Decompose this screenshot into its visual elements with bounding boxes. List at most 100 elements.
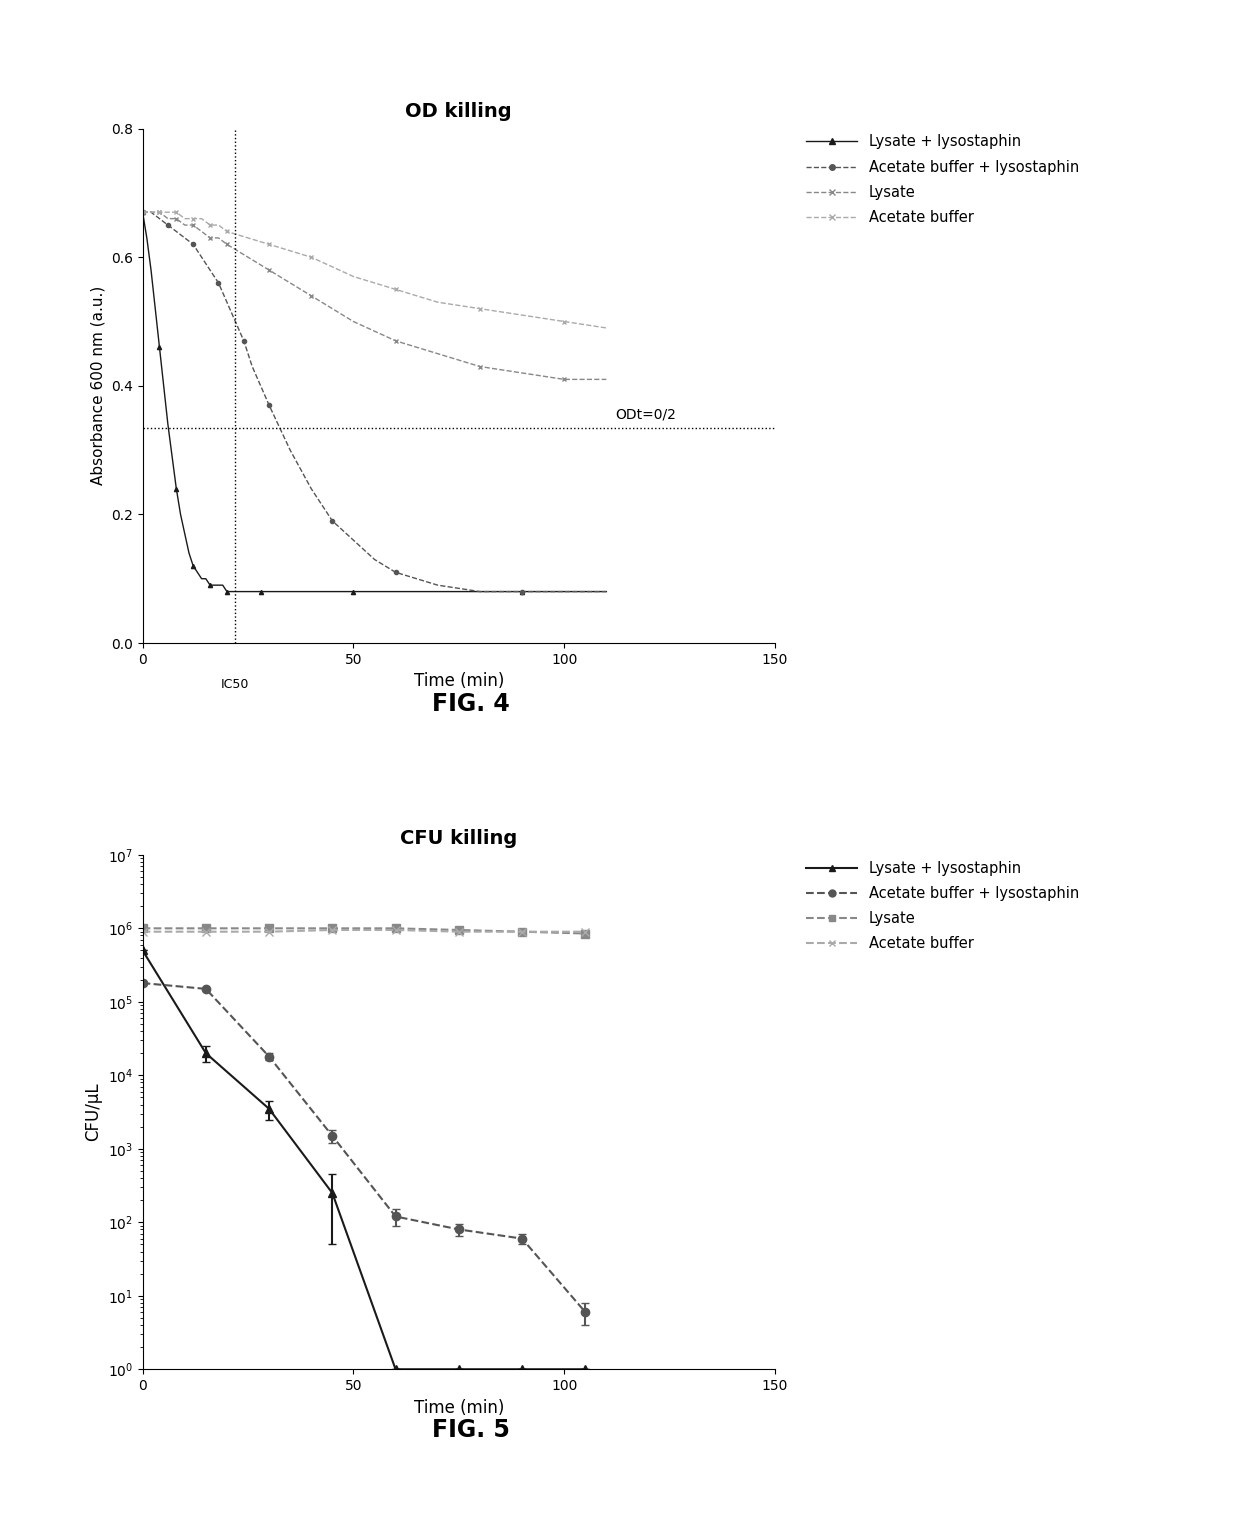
- Acetate buffer + lysostaphin: [346, 531, 361, 549]
- Lysate + lysostaphin: [237, 583, 252, 601]
- Acetate buffer + lysostaphin: [388, 563, 403, 581]
- Lysate + lysostaphin: [198, 570, 213, 589]
- Acetate buffer: [599, 319, 614, 337]
- Lysate + lysostaphin: [304, 583, 319, 601]
- Line: Acetate buffer + lysostaphin: Acetate buffer + lysostaphin: [140, 210, 609, 593]
- Legend: Lysate + lysostaphin, Acetate buffer + lysostaphin, Lysate, Acetate buffer: Lysate + lysostaphin, Acetate buffer + l…: [800, 129, 1085, 231]
- Lysate + lysostaphin: [165, 448, 180, 466]
- Acetate buffer: [135, 203, 150, 221]
- Lysate + lysostaphin: [472, 583, 487, 601]
- Acetate buffer: [451, 923, 466, 941]
- Line: Lysate + lysostaphin: Lysate + lysostaphin: [140, 210, 609, 593]
- Line: Acetate buffer: Acetate buffer: [140, 210, 609, 330]
- Lysate: [135, 920, 150, 938]
- Lysate: [160, 210, 175, 228]
- Acetate buffer: [144, 203, 159, 221]
- Acetate buffer: [346, 268, 361, 286]
- Acetate buffer + lysostaphin: [237, 331, 252, 350]
- Lysate + lysostaphin: [177, 525, 192, 543]
- Lysate + lysostaphin: [181, 545, 196, 563]
- Acetate buffer + lysostaphin: [169, 222, 184, 241]
- Acetate buffer: [202, 216, 217, 235]
- Lysate: [430, 345, 445, 363]
- Lysate: [388, 331, 403, 350]
- Lysate: [135, 203, 150, 221]
- Lysate + lysostaphin: [228, 583, 243, 601]
- Acetate buffer + lysostaphin: [253, 377, 268, 395]
- Acetate buffer: [195, 210, 210, 228]
- Lysate + lysostaphin: [190, 563, 205, 581]
- Acetate buffer: [262, 923, 277, 941]
- Lysate + lysostaphin: [253, 583, 268, 601]
- Text: FIG. 5: FIG. 5: [433, 1418, 510, 1442]
- Y-axis label: Absorbance 600 nm (a.u.): Absorbance 600 nm (a.u.): [91, 286, 105, 486]
- Lysate: [388, 920, 403, 938]
- Lysate + lysostaphin: [202, 576, 217, 595]
- Acetate buffer: [241, 228, 255, 247]
- Acetate buffer + lysostaphin: [472, 583, 487, 601]
- Lysate + lysostaphin: [148, 300, 162, 318]
- Acetate buffer + lysostaphin: [599, 583, 614, 601]
- Text: ODt=0/2: ODt=0/2: [615, 407, 676, 421]
- Lysate: [186, 216, 201, 235]
- X-axis label: Time (min): Time (min): [414, 672, 503, 690]
- Lysate: [202, 228, 217, 247]
- Lysate: [325, 920, 340, 938]
- Lysate + lysostaphin: [135, 203, 150, 221]
- Line: Acetate buffer: Acetate buffer: [139, 926, 589, 937]
- Lysate + lysostaphin: [153, 339, 167, 357]
- Lysate + lysostaphin: [346, 583, 361, 601]
- Lysate: [346, 313, 361, 331]
- Lysate + lysostaphin: [207, 576, 222, 595]
- Lysate + lysostaphin: [283, 583, 298, 601]
- Acetate buffer + lysostaphin: [219, 294, 234, 312]
- Acetate buffer: [515, 306, 529, 324]
- Acetate buffer: [211, 216, 226, 235]
- Lysate + lysostaphin: [219, 583, 234, 601]
- Acetate buffer + lysostaphin: [325, 511, 340, 530]
- Lysate: [262, 920, 277, 938]
- Lysate: [262, 262, 277, 280]
- Title: OD killing: OD killing: [405, 103, 512, 121]
- Acetate buffer + lysostaphin: [160, 216, 175, 235]
- Acetate buffer: [177, 210, 192, 228]
- Acetate buffer + lysostaphin: [244, 357, 259, 375]
- Acetate buffer + lysostaphin: [367, 551, 382, 569]
- Lysate: [515, 923, 529, 941]
- Lysate + lysostaphin: [169, 480, 184, 498]
- Acetate buffer: [557, 313, 572, 331]
- Lysate + lysostaphin: [244, 583, 259, 601]
- Lysate: [153, 203, 167, 221]
- Lysate: [144, 203, 159, 221]
- Acetate buffer: [515, 923, 529, 941]
- Text: FIG. 4: FIG. 4: [433, 691, 510, 716]
- Lysate + lysostaphin: [139, 228, 154, 247]
- Acetate buffer + lysostaphin: [153, 210, 167, 228]
- Lysate: [557, 371, 572, 389]
- Acetate buffer + lysostaphin: [304, 480, 319, 498]
- Acetate buffer: [262, 236, 277, 254]
- Acetate buffer + lysostaphin: [430, 576, 445, 595]
- Acetate buffer: [283, 242, 298, 260]
- Acetate buffer + lysostaphin: [186, 236, 201, 254]
- Acetate buffer + lysostaphin: [283, 442, 298, 460]
- Line: Lysate: Lysate: [139, 924, 589, 938]
- Lysate: [195, 222, 210, 241]
- Acetate buffer: [304, 248, 319, 266]
- X-axis label: Time (min): Time (min): [414, 1398, 503, 1416]
- Acetate buffer + lysostaphin: [144, 203, 159, 221]
- Lysate + lysostaphin: [186, 557, 201, 575]
- Lysate: [451, 921, 466, 940]
- Lysate: [599, 371, 614, 389]
- Lysate: [283, 274, 298, 292]
- Acetate buffer: [135, 923, 150, 941]
- Lysate + lysostaphin: [195, 570, 210, 589]
- Acetate buffer: [198, 923, 213, 941]
- Lysate: [578, 924, 593, 943]
- Acetate buffer + lysostaphin: [202, 262, 217, 280]
- Acetate buffer: [578, 923, 593, 941]
- Acetate buffer: [153, 203, 167, 221]
- Acetate buffer + lysostaphin: [211, 274, 226, 292]
- Acetate buffer: [160, 203, 175, 221]
- Lysate: [241, 248, 255, 266]
